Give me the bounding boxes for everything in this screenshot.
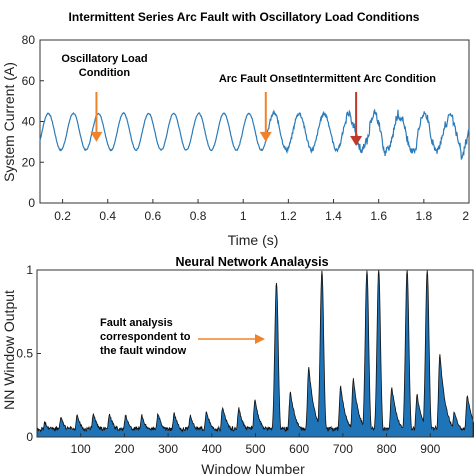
nn-chart-y-label: NN Window Output [1, 290, 17, 410]
current-x-tick-label: 0.4 [99, 209, 116, 223]
arrow-oscillatory-load [90, 92, 103, 142]
current-x-tick-label: 1.4 [325, 209, 342, 223]
current-y-tick-label: 60 [22, 74, 36, 88]
current-y-tick-label: 20 [22, 155, 36, 169]
current-y-tick-label: 40 [22, 115, 36, 129]
nn-x-tick-label: 400 [202, 442, 222, 456]
current-x-tick-label: 1 [240, 209, 247, 223]
nn-x-tick-label: 600 [289, 442, 309, 456]
nn-x-tick-label: 900 [420, 442, 440, 456]
arrow-fault-analysis [198, 334, 265, 344]
nn-y-tick-label: 0 [26, 430, 33, 444]
arrow-intermittent-arc [350, 92, 363, 146]
nn-x-tick-label: 300 [158, 442, 178, 456]
nn-y-tick-label: 0.5 [16, 347, 33, 361]
current-x-tick-label: 0.6 [145, 209, 162, 223]
nn-y-tick-label: 1 [26, 263, 33, 277]
current-series-line [39, 108, 470, 160]
annotation-oscillatory-load: Oscillatory Load Condition [61, 53, 147, 79]
annotation-intermittent-arc: Intermittent Arc Condition [300, 73, 436, 85]
current-x-tick-label: 1.2 [280, 209, 297, 223]
current-y-tick-label: 0 [28, 196, 35, 210]
nn-output-area [36, 269, 474, 438]
current-chart-y-label: System Current (A) [1, 62, 17, 182]
nn-chart-annotations: Fault analysis correspondent to the fault … [100, 317, 265, 357]
nn-chart-x-axis: 100 200 300 400 500 600 700 800 900 [71, 433, 441, 456]
current-x-tick-label: 0.2 [54, 209, 71, 223]
nn-chart: Neural Network Analaysis 00.51 100 200 300… [1, 255, 474, 476]
annotation-fault-analysis: Fault analysis correspondent to the fault … [100, 317, 191, 357]
nn-chart-x-label: Window Number [201, 461, 305, 476]
current-x-tick-label: 2 [462, 209, 469, 223]
current-x-tick-label: 1.6 [370, 209, 387, 223]
nn-x-tick-label: 200 [114, 442, 134, 456]
nn-x-tick-label: 100 [71, 442, 91, 456]
current-chart: Intermittent Series Arc Fault with Oscil… [1, 10, 470, 248]
arrow-arc-fault-onset [259, 92, 272, 142]
annotation-arc-fault-onset: Arc Fault Onset [219, 73, 301, 85]
nn-x-tick-label: 800 [377, 442, 397, 456]
current-chart-y-axis: 0 20 40 60 80 [22, 33, 44, 210]
nn-chart-title: Neural Network Analaysis [175, 255, 328, 269]
current-x-tick-label: 0.8 [190, 209, 207, 223]
current-x-tick-label: 1.8 [415, 209, 432, 223]
nn-x-tick-label: 500 [245, 442, 265, 456]
current-y-tick-label: 80 [22, 33, 36, 47]
nn-chart-y-axis: 00.51 [16, 263, 41, 444]
current-chart-annotations: Oscillatory Load Condition Arc Fault Onset… [61, 53, 436, 146]
nn-x-tick-label: 700 [333, 442, 353, 456]
current-chart-x-axis: 0.2 0.4 0.6 0.8 1 1.2 1.4 1.6 1.8 2 [54, 199, 470, 223]
current-chart-title: Intermittent Series Arc Fault with Oscil… [69, 10, 420, 24]
current-chart-x-label: Time (s) [228, 232, 279, 248]
